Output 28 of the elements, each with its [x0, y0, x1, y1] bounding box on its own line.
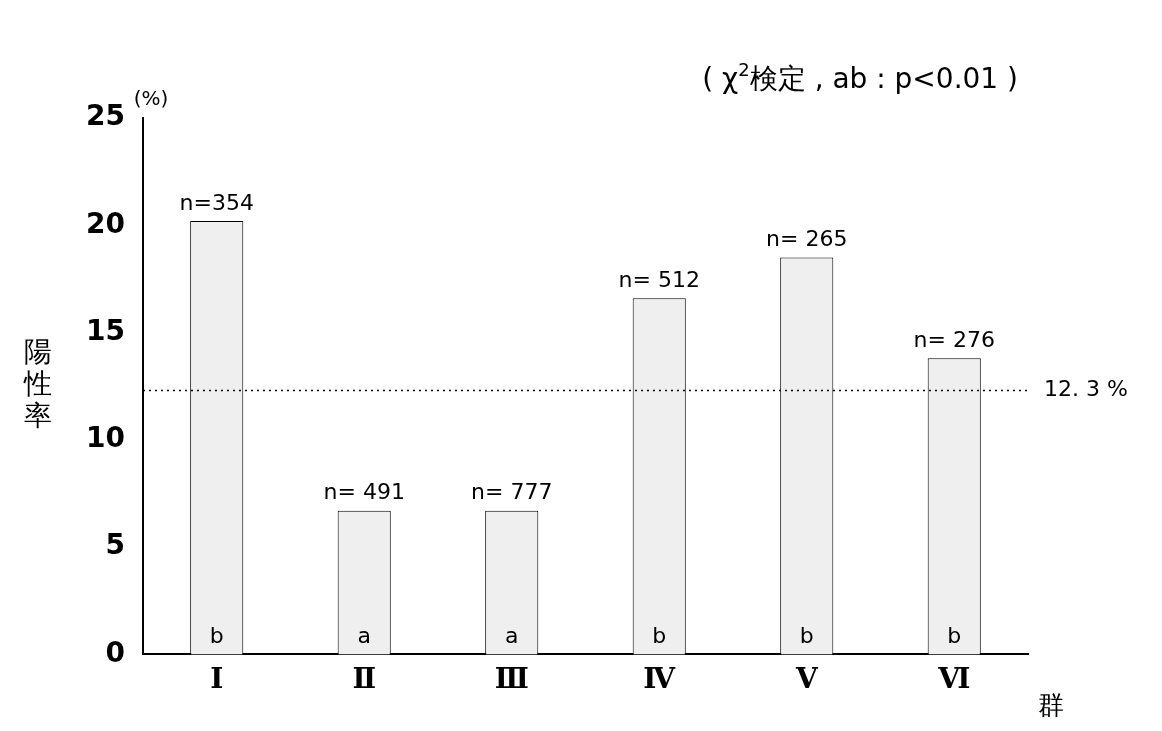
y-tick-label: 5 — [105, 528, 125, 562]
ref-line-label: 12. 3 % — [1044, 376, 1128, 402]
y-tick-label: 20 — [86, 206, 125, 240]
x-tick-label: Ⅳ — [643, 662, 677, 696]
x-tick-label: Ⅴ — [794, 662, 819, 696]
x-axis-title: 群 — [1038, 690, 1064, 721]
y-tick-label: 25 — [86, 99, 125, 133]
annotation: n=354 — [179, 189, 254, 215]
annotation: b — [209, 623, 224, 649]
annotation: n= 512 — [618, 266, 700, 292]
annotation: b — [799, 623, 814, 649]
y-tick-label: 15 — [86, 313, 125, 347]
y-tick-label: 10 — [86, 421, 125, 455]
annotation: b — [947, 623, 962, 649]
annotation: b — [652, 623, 667, 649]
annotation: a — [504, 623, 519, 649]
x-tick-label: Ⅵ — [937, 662, 971, 696]
annotation: a — [357, 623, 371, 649]
x-tick-label: Ⅱ — [352, 662, 377, 696]
y-tick-label: 0 — [105, 635, 125, 669]
annotation: n= 276 — [913, 327, 995, 353]
x-tick-label: Ⅲ — [494, 662, 529, 696]
text: (%) — [133, 86, 169, 111]
y-axis-title: 陽性率 — [23, 335, 52, 433]
annotation: n= 491 — [323, 479, 405, 505]
x-tick-label: Ⅰ — [210, 662, 224, 696]
annotation: n= 777 — [471, 479, 553, 505]
annotation: n= 265 — [766, 226, 848, 252]
